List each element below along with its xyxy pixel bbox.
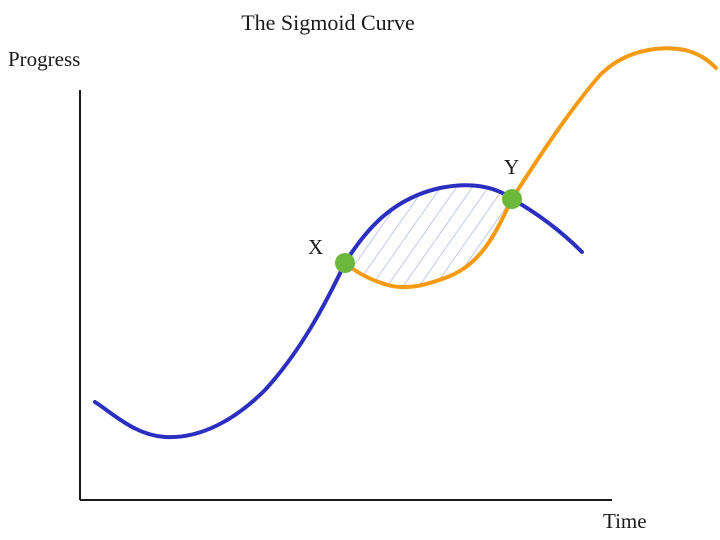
y-axis-label: Progress — [8, 47, 80, 71]
point-x-label: X — [308, 235, 323, 259]
point-x-marker — [335, 253, 355, 273]
x-axis-label: Time — [603, 509, 647, 533]
diagram-title: The Sigmoid Curve — [241, 10, 415, 35]
point-y-marker — [502, 189, 522, 209]
first-sigmoid-curve — [93, 183, 584, 440]
hatched-region — [345, 185, 512, 288]
point-y-label: Y — [504, 155, 519, 179]
